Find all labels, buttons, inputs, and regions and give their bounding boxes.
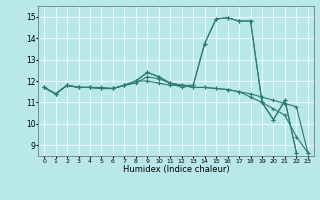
X-axis label: Humidex (Indice chaleur): Humidex (Indice chaleur) [123,165,229,174]
